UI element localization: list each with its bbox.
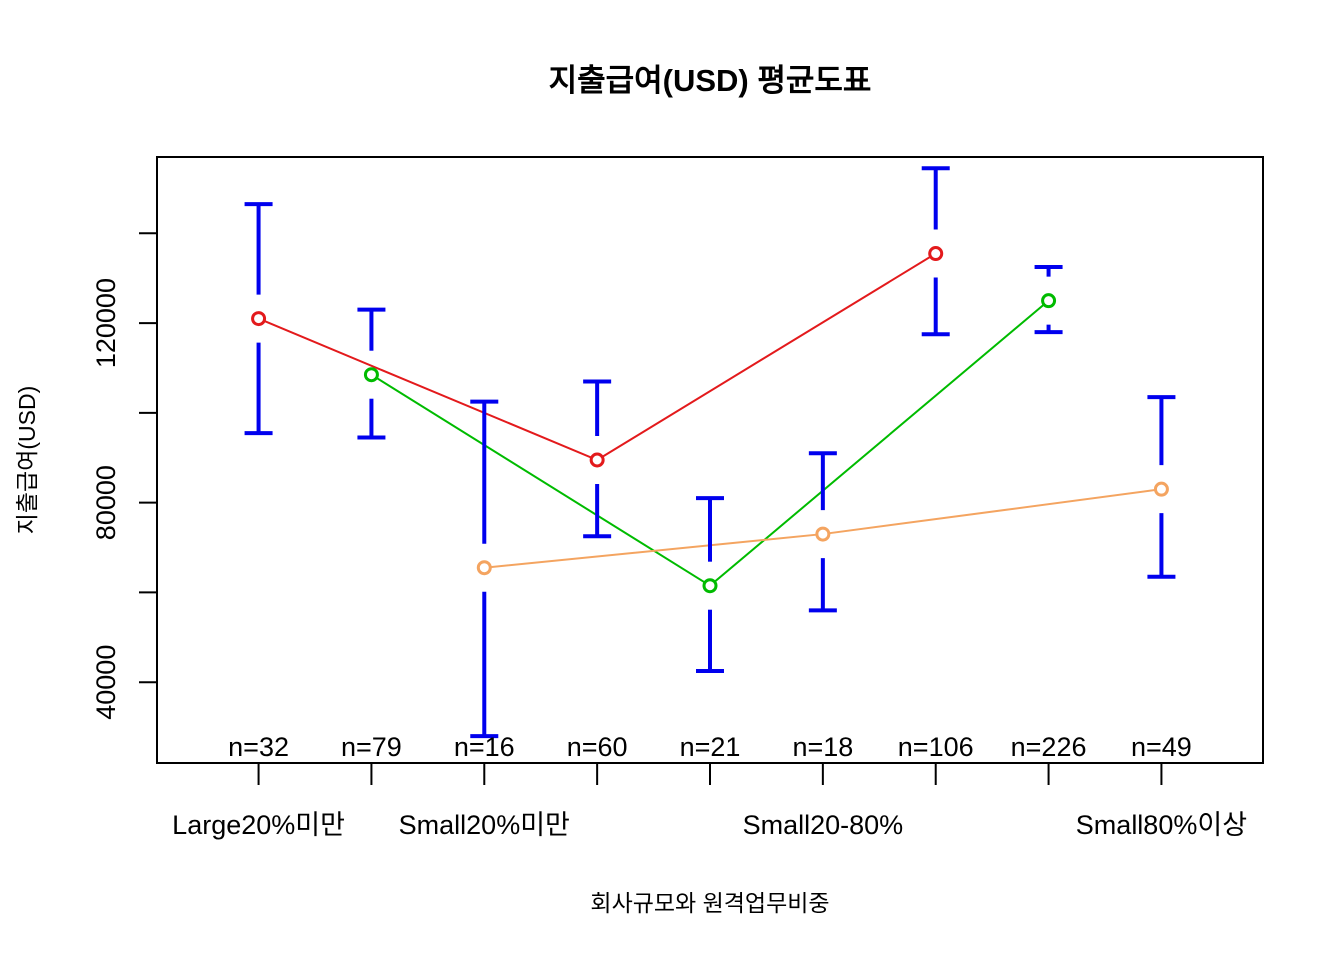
error-bar xyxy=(1147,395,1176,579)
series-point xyxy=(702,578,718,594)
series-point xyxy=(1041,293,1057,309)
x-axis: Large20%미만 Small20%미만 Small20-80% Small80%이… xyxy=(172,762,1247,840)
n-label: n=79 xyxy=(341,732,402,762)
x-tick-label: Small80%이상 xyxy=(1076,810,1247,840)
error-bar xyxy=(244,202,273,436)
n-labels: n=32 n=79 n=16 n=60 n=21 n=18 n=106 n=226 n=49 xyxy=(228,732,1192,762)
n-label: n=49 xyxy=(1131,732,1192,762)
y-tick-label: 40000 xyxy=(91,645,121,720)
x-tick-label: Small20%미만 xyxy=(399,810,570,840)
series-markers xyxy=(251,246,1169,594)
n-label: n=18 xyxy=(792,732,853,762)
n-label: n=226 xyxy=(1011,732,1087,762)
series-point xyxy=(476,560,492,576)
n-label: n=16 xyxy=(454,732,515,762)
error-bar xyxy=(470,399,499,739)
error-bar xyxy=(808,451,837,613)
x-tick-label: Small20-80% xyxy=(743,810,904,840)
series-point xyxy=(928,246,944,262)
n-label: n=21 xyxy=(680,732,741,762)
y-tick-label: 80000 xyxy=(91,465,121,540)
series-point xyxy=(815,526,831,542)
y-axis-title: 지출급여(USD) xyxy=(14,386,40,535)
y-tick-label: 120000 xyxy=(91,278,121,368)
error-bar xyxy=(583,379,612,539)
series-point xyxy=(363,367,379,383)
chart-title: 지출급여(USD) 평균도표 xyxy=(549,63,872,98)
n-label: n=106 xyxy=(898,732,974,762)
error-bar xyxy=(1034,264,1063,335)
n-label: n=60 xyxy=(567,732,628,762)
series-point xyxy=(589,452,605,468)
n-label: n=32 xyxy=(228,732,289,762)
y-axis: 40000 80000 120000 xyxy=(91,232,158,720)
x-axis-title: 회사규모와 원격업무비중 xyxy=(590,890,829,916)
series-point xyxy=(251,311,267,327)
error-bar xyxy=(921,166,950,337)
series-point xyxy=(1153,481,1169,497)
error-bars xyxy=(244,166,1176,739)
error-bar xyxy=(696,496,724,673)
error-bar xyxy=(357,307,386,440)
x-tick-label: Large20%미만 xyxy=(172,810,345,840)
